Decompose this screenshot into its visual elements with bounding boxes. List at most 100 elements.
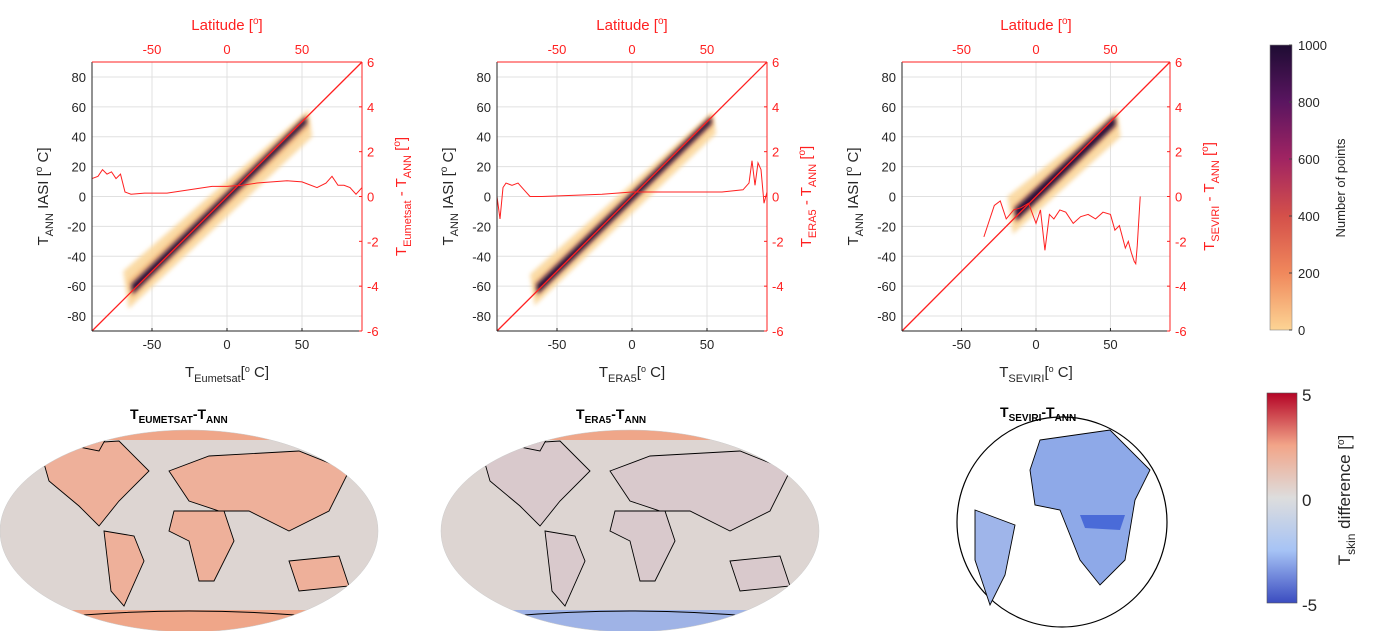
x-tick-label: 0 — [223, 337, 230, 352]
text-part: -50 — [952, 42, 971, 57]
right-tick-label: -6 — [1175, 324, 1187, 339]
top-axis-label: Latitude [o] — [596, 16, 667, 34]
text-part: 0 — [1175, 190, 1182, 205]
text-part: -80 — [67, 309, 86, 324]
text-part: -50 — [143, 42, 162, 57]
text-part: o — [245, 364, 250, 374]
text-part: Eumetsat — [402, 200, 414, 246]
text-part: 1000 — [1298, 38, 1327, 53]
right-tick-label: -2 — [367, 234, 379, 249]
text-part: 40 — [882, 130, 896, 145]
text-part: [ — [1044, 364, 1049, 381]
y-tick-label: -80 — [67, 309, 86, 324]
y-tick-label: -60 — [472, 279, 491, 294]
x-tick-label: -50 — [548, 337, 567, 352]
antarctic-band — [0, 610, 378, 631]
y-tick-label: -60 — [877, 279, 896, 294]
text-part: 6 — [367, 55, 374, 70]
text-part: -80 — [877, 309, 896, 324]
text-part: 4 — [772, 100, 779, 115]
text-part: o — [1200, 146, 1211, 152]
right-tick-label: 2 — [367, 145, 374, 160]
text-part: -2 — [367, 234, 379, 249]
right-tick-label: 0 — [1175, 190, 1182, 205]
colorbar-tick-label: 5 — [1302, 386, 1311, 405]
right-tick-label: -6 — [367, 324, 379, 339]
text-part: 60 — [477, 100, 491, 115]
text-part: o — [641, 364, 646, 374]
scatter-panel-1: -50 0 50-50 0 50-80-60-40-20020406080-6-4-20… — [439, 16, 819, 385]
scatter-panel-2: -50 0 50-50 0 50-80-60-40-20020406080-6-4-20… — [844, 16, 1222, 385]
text-part: 20 — [882, 160, 896, 175]
right-tick-label: 2 — [772, 145, 779, 160]
top-tick-label: -50 — [952, 42, 971, 57]
y-axis-label: TANN IASI [o C] — [844, 148, 866, 246]
text-part: o — [34, 166, 45, 172]
text-part: -20 — [472, 219, 491, 234]
top-axis-label: Latitude [o] — [191, 16, 262, 34]
text-part: -20 — [67, 219, 86, 234]
text-part: 0 — [223, 42, 230, 57]
continent — [288, 555, 350, 592]
antarctic-band — [441, 610, 819, 631]
text-part: T — [599, 364, 608, 381]
map-border — [440, 429, 820, 631]
text-part: 60 — [72, 100, 86, 115]
text-part: -4 — [367, 279, 379, 294]
x-axis-label: TSEVIRI[o C] — [999, 364, 1073, 385]
colorbar-difference: 5 0 -5 Tskin difference [o] — [1266, 386, 1358, 615]
right-axis-label: TERA5 - TANN [o] — [797, 146, 819, 247]
text-part: Eumetsat — [194, 373, 240, 385]
text-part: 2 — [772, 145, 779, 160]
text-part: C] — [440, 148, 457, 167]
y-tick-label: 20 — [477, 160, 491, 175]
colorbar-density-bar — [1269, 44, 1293, 331]
text-part: Number of points — [1333, 138, 1348, 237]
right-tick-label: 0 — [367, 190, 374, 205]
text-part: -50 — [548, 42, 567, 57]
text-part: ANN — [1210, 160, 1222, 183]
text-part: -6 — [367, 324, 379, 339]
top-tick-label: -50 — [548, 42, 567, 57]
text-part: 600 — [1298, 152, 1320, 167]
x-tick-label: 50 — [295, 337, 309, 352]
text-part: IASI [ — [845, 171, 862, 213]
text-part: 0 — [889, 190, 896, 205]
one-to-one-line — [91, 61, 363, 332]
top-tick-label: 50 — [295, 42, 309, 57]
text-part: C] — [646, 364, 665, 381]
text-part: 6 — [1175, 55, 1182, 70]
text-part: -20 — [877, 219, 896, 234]
text-part: 40 — [477, 130, 491, 145]
text-part: ANN — [807, 164, 819, 187]
one-to-one-line — [496, 61, 768, 332]
text-part: o — [844, 166, 855, 172]
text-part: 50 — [700, 337, 714, 352]
text-part: 40 — [72, 130, 86, 145]
arctic-band — [441, 430, 819, 440]
x-tick-label: -50 — [952, 337, 971, 352]
text-part: -40 — [877, 249, 896, 264]
text-part: -50 — [548, 337, 567, 352]
map-eumetsat — [0, 429, 379, 631]
colorbar-density-label: Number of points — [1333, 138, 1348, 237]
right-tick-label: 4 — [367, 100, 374, 115]
text-part: ERA5 — [608, 373, 637, 385]
right-tick-label: 6 — [1175, 55, 1182, 70]
y-tick-label: 60 — [72, 100, 86, 115]
text-part: 60 — [882, 100, 896, 115]
text-part: -50 — [952, 337, 971, 352]
text-part: C] — [845, 148, 862, 167]
colorbar-density: 1000 800 600 400 200 0 Number of points — [1269, 38, 1348, 338]
central-africa-anomaly — [1080, 515, 1125, 530]
map-title-eumetsat: TEUMETSAT-TANN — [130, 406, 228, 426]
text-part: SEVIRI — [1008, 373, 1044, 385]
y-tick-label: -80 — [472, 309, 491, 324]
text-part: - T — [393, 178, 410, 200]
top-tick-label: 0 — [223, 42, 230, 57]
right-tick-label: 0 — [772, 190, 779, 205]
text-part: o — [1336, 439, 1347, 445]
text-part: 0 — [1032, 42, 1039, 57]
